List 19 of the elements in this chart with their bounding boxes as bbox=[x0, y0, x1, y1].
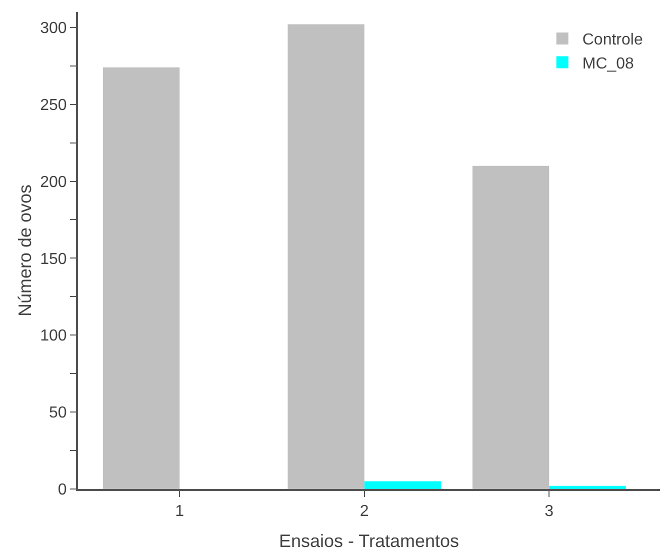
bar bbox=[102, 67, 180, 489]
y-tick-label: 100 bbox=[40, 328, 67, 345]
bar bbox=[288, 24, 364, 489]
y-tick-label: 50 bbox=[49, 404, 67, 422]
x-tick-label: 1 bbox=[175, 503, 184, 520]
bar bbox=[472, 166, 550, 489]
legend-label: MC_08 bbox=[582, 55, 634, 72]
y-tick-label: 250 bbox=[40, 96, 67, 114]
x-tick-label: 3 bbox=[544, 503, 554, 520]
x-tick-label: 2 bbox=[360, 503, 369, 520]
y-tick-label: 150 bbox=[40, 250, 67, 268]
bar bbox=[364, 481, 442, 489]
bar bbox=[549, 486, 626, 489]
legend-label: Controle bbox=[582, 32, 643, 49]
x-axis-title: Ensaios - Tratamentos bbox=[278, 531, 460, 551]
y-tick-label: 200 bbox=[40, 174, 67, 191]
y-axis-title: Número de ovos bbox=[15, 184, 35, 317]
y-tick-label: 0 bbox=[58, 482, 67, 499]
y-tick-label: 300 bbox=[40, 20, 67, 37]
